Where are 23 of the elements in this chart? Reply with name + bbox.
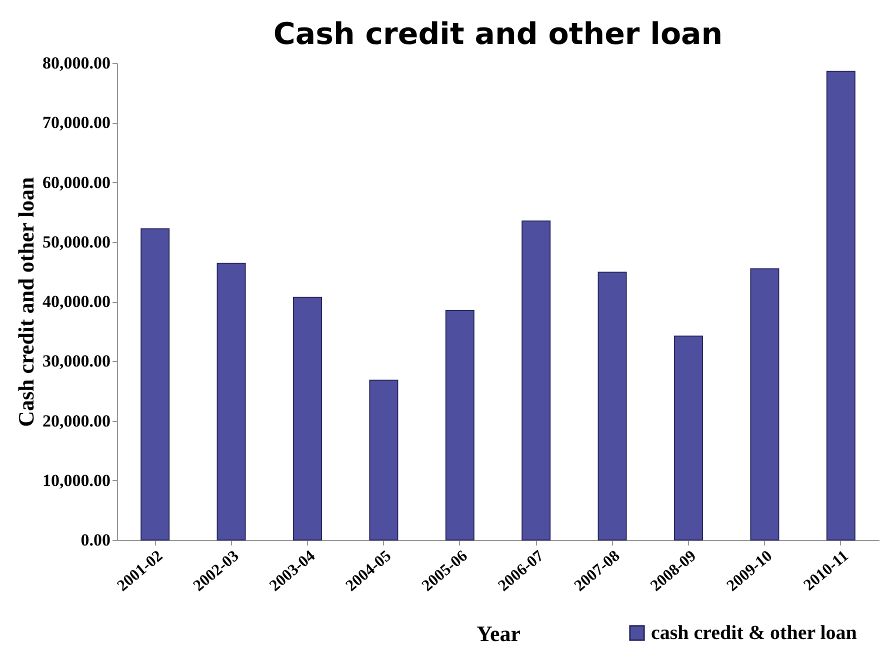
y-tick-label: 20,000.00 [42,411,110,430]
chart-title: Cash credit and other loan [273,17,723,52]
y-tick-label: 10,000.00 [42,470,110,490]
y-tick-label: 60,000.00 [42,172,110,192]
y-tick-label: 80,000.00 [42,54,110,72]
bar [750,268,780,540]
bar [598,272,627,540]
y-tick-label: 40,000.00 [42,292,110,311]
bar [445,310,474,540]
y-tick-label: 70,000.00 [42,113,110,132]
legend-label: cash credit & other loan [651,622,857,644]
y-tick-label: 0.00 [80,530,110,550]
bar [674,336,703,540]
bar [826,70,856,540]
bar [293,296,322,540]
y-tick-label: 50,000.00 [42,232,110,252]
x-axis-title: Year [476,621,521,646]
bar [216,262,246,540]
bar [140,228,170,540]
y-tick-label: 30,000.00 [42,352,110,371]
bar [369,380,398,540]
bar [522,220,551,540]
y-axis-title: Cash credit and other loan [14,177,38,427]
